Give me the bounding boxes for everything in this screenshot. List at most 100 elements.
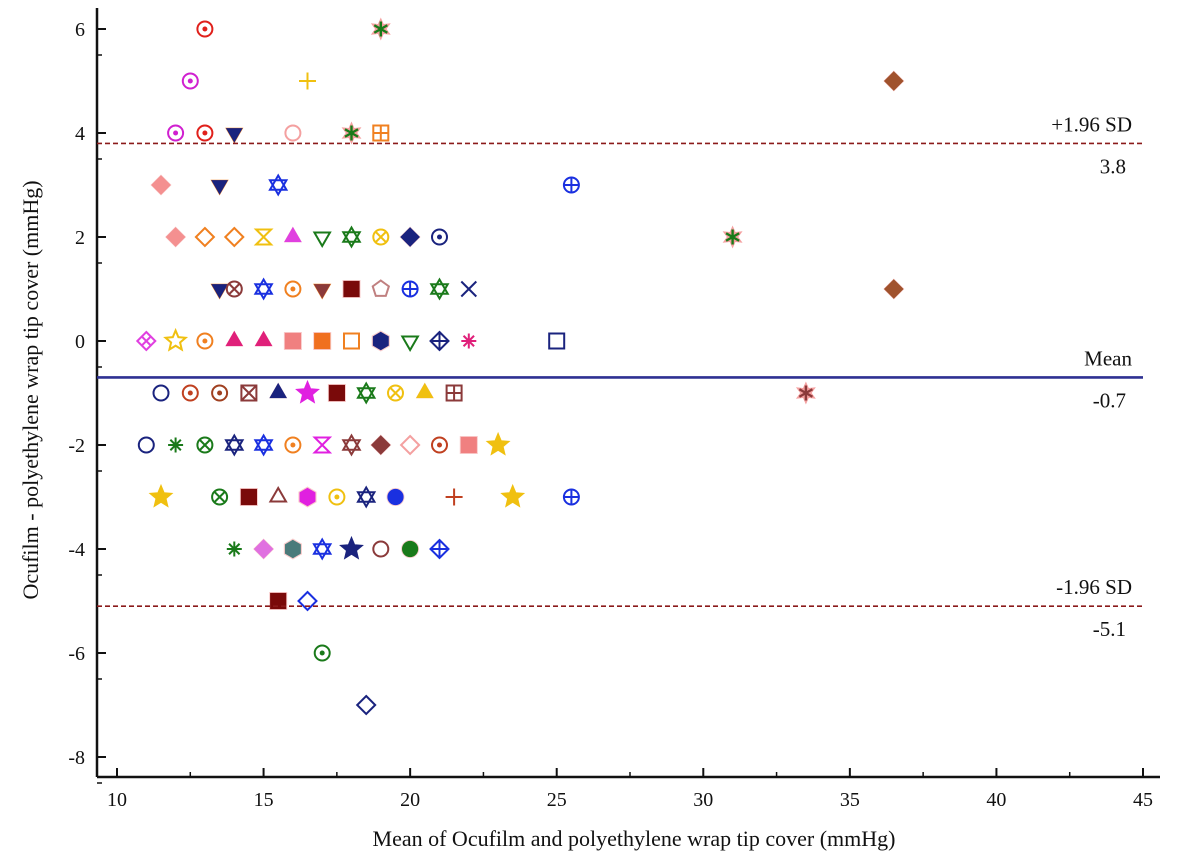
data-point bbox=[298, 486, 317, 508]
data-point bbox=[181, 384, 199, 402]
x-tick-label: 10 bbox=[107, 789, 127, 811]
x-tick-label: 25 bbox=[547, 789, 567, 811]
data-point bbox=[196, 332, 214, 350]
data-point bbox=[211, 384, 229, 402]
data-point bbox=[459, 436, 478, 454]
y-tick-label: -2 bbox=[68, 435, 85, 457]
data-point bbox=[341, 433, 362, 457]
data-point bbox=[284, 280, 302, 298]
x-axis-title: Mean of Ocufilm and polyethylene wrap ti… bbox=[373, 826, 896, 851]
data-point bbox=[283, 226, 302, 243]
data-point bbox=[225, 280, 243, 298]
data-point bbox=[210, 283, 229, 300]
data-point bbox=[548, 332, 566, 350]
data-point bbox=[328, 488, 346, 506]
data-point bbox=[297, 590, 318, 612]
data-point bbox=[269, 592, 288, 610]
data-point bbox=[165, 226, 187, 248]
data-point bbox=[399, 434, 421, 456]
data-point bbox=[401, 280, 419, 298]
reference-line-value: 3.8 bbox=[1100, 154, 1126, 178]
plot-area bbox=[135, 17, 905, 716]
data-point bbox=[253, 433, 274, 457]
data-point bbox=[284, 436, 302, 454]
x-tick-label: 40 bbox=[986, 789, 1006, 811]
data-point bbox=[386, 488, 405, 506]
data-point bbox=[253, 277, 274, 301]
data-point bbox=[196, 436, 214, 454]
axes: -8 -6 -4 -2 0 2 4 6 10 15 20 25 30 35 40 45 +1.96 SD 3.8 M… bbox=[68, 8, 1160, 811]
data-point bbox=[148, 483, 174, 508]
data-point bbox=[500, 483, 526, 508]
data-point bbox=[562, 176, 580, 194]
data-point bbox=[429, 538, 450, 560]
data-point bbox=[181, 72, 199, 90]
reference-line-label: Mean bbox=[1084, 346, 1132, 370]
data-point bbox=[429, 330, 450, 352]
x-tick-label: 15 bbox=[254, 789, 274, 811]
reference-line-label: +1.96 SD bbox=[1051, 112, 1132, 136]
data-point bbox=[268, 173, 289, 197]
data-point bbox=[445, 384, 463, 402]
data-point bbox=[313, 283, 332, 300]
reference-line-value: -5.1 bbox=[1093, 617, 1126, 641]
data-point bbox=[401, 540, 420, 558]
data-point bbox=[211, 488, 229, 506]
data-point bbox=[415, 382, 434, 399]
data-point bbox=[196, 124, 214, 142]
data-point bbox=[239, 488, 258, 506]
reference-line-value: -0.7 bbox=[1093, 388, 1126, 412]
data-point bbox=[312, 436, 333, 454]
x-tick-label: 20 bbox=[400, 789, 420, 811]
y-tick-label: 2 bbox=[75, 227, 85, 249]
data-point bbox=[312, 231, 332, 249]
data-point bbox=[485, 431, 511, 456]
data-point bbox=[445, 488, 463, 506]
data-point bbox=[372, 540, 390, 558]
data-point bbox=[253, 538, 275, 560]
data-point bbox=[355, 694, 377, 716]
data-point bbox=[461, 333, 477, 349]
data-point bbox=[210, 179, 229, 196]
x-tick-label: 30 bbox=[693, 789, 713, 811]
data-point bbox=[313, 332, 332, 350]
data-point bbox=[135, 330, 157, 352]
data-point bbox=[370, 434, 392, 456]
data-point bbox=[223, 226, 245, 248]
data-point bbox=[284, 124, 302, 142]
data-point bbox=[371, 330, 390, 352]
data-point bbox=[341, 121, 362, 145]
data-point bbox=[283, 538, 302, 560]
data-point bbox=[387, 384, 404, 402]
data-point bbox=[150, 174, 172, 196]
data-point bbox=[883, 70, 905, 92]
data-point bbox=[722, 225, 743, 249]
y-axis-title: Ocufilm - polyethylene wrap tip cover (m… bbox=[18, 180, 43, 599]
data-point bbox=[343, 332, 360, 350]
data-point bbox=[399, 226, 421, 248]
data-point bbox=[342, 280, 361, 298]
data-point bbox=[225, 330, 244, 347]
data-point bbox=[283, 332, 302, 350]
y-tick-label: 0 bbox=[75, 331, 85, 353]
data-point bbox=[240, 384, 258, 402]
data-point bbox=[167, 124, 185, 142]
data-point bbox=[370, 17, 391, 41]
data-point bbox=[295, 379, 320, 404]
y-tick-label: -4 bbox=[68, 539, 85, 561]
x-tick-label: 35 bbox=[840, 789, 860, 811]
data-point bbox=[372, 228, 390, 246]
x-tick-label: 45 bbox=[1133, 789, 1153, 811]
data-point bbox=[226, 541, 242, 557]
data-point bbox=[224, 433, 245, 457]
data-point bbox=[341, 225, 362, 249]
data-point bbox=[339, 535, 364, 560]
data-point bbox=[254, 330, 273, 347]
data-point bbox=[196, 20, 214, 38]
data-point bbox=[562, 488, 580, 506]
data-point bbox=[269, 382, 288, 399]
data-point bbox=[168, 437, 184, 453]
data-point bbox=[312, 537, 333, 561]
data-point bbox=[225, 127, 244, 144]
